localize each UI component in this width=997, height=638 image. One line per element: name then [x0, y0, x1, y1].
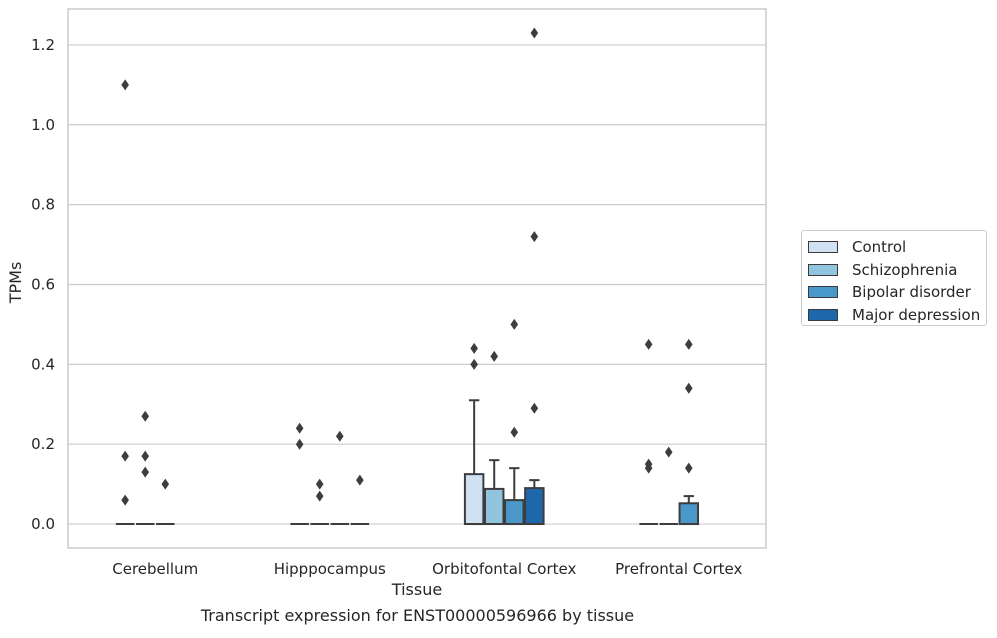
outlier-point	[490, 350, 499, 362]
y-tick-label: 1.0	[31, 116, 55, 134]
outlier-point	[644, 462, 653, 474]
legend-item: Schizophrenia	[808, 259, 986, 282]
box-layer	[115, 399, 700, 526]
y-tick-label: 1.2	[31, 36, 55, 54]
box-body	[678, 502, 700, 526]
outlier-point	[684, 462, 693, 474]
outlier-point	[335, 430, 344, 442]
outlier-point	[510, 426, 519, 438]
x-tick-label: Orbitofontal Cortex	[432, 560, 576, 578]
outlier-point	[530, 231, 539, 243]
legend-item: Major depression	[808, 304, 986, 327]
axis-layer: 0.0 0.2 0.4 0.6 0.8 1.0 1.2 Cerebellum Hipppocam…	[6, 8, 767, 599]
outlier-point	[470, 358, 478, 370]
outlier-point	[295, 438, 304, 450]
outlier-point	[530, 27, 539, 39]
box-body	[463, 473, 485, 526]
legend-item: Control	[808, 236, 986, 259]
outlier-point	[684, 338, 693, 350]
outlier-point	[644, 338, 653, 350]
legend-swatch	[808, 308, 838, 321]
plot-frame	[67, 8, 767, 549]
outlier-point	[121, 494, 129, 506]
box-body	[504, 499, 525, 526]
box-body	[524, 487, 545, 526]
legend-swatch	[808, 241, 838, 254]
box-body	[483, 487, 505, 526]
outlier-point	[315, 490, 324, 502]
y-tick-label: 0.8	[31, 196, 55, 214]
x-axis-title: Tissue	[391, 580, 442, 599]
y-tick-label: 0.0	[31, 515, 55, 533]
x-tick-label: Cerebellum	[112, 560, 198, 578]
outlier-point	[295, 422, 304, 434]
outlier-point	[315, 478, 324, 490]
legend-swatch	[808, 263, 838, 276]
outlier-point	[121, 79, 129, 91]
legend-item: Bipolar disorder	[808, 281, 986, 304]
legend-label: Bipolar disorder	[852, 283, 971, 302]
legend-swatch	[808, 286, 838, 299]
grid-layer	[68, 44, 766, 525]
outlier-point	[141, 410, 150, 422]
y-tick-label: 0.2	[31, 435, 55, 453]
outlier-point	[141, 450, 150, 462]
legend: Control Schizophrenia Bipolar disorder Majo…	[801, 230, 987, 326]
y-tick-label: 0.4	[31, 355, 55, 373]
legend-label: Major depression	[852, 305, 981, 324]
y-axis-title: TPMs	[6, 262, 25, 305]
outlier-layer	[121, 27, 693, 506]
y-tick-label: 0.6	[31, 275, 55, 293]
x-tick-label: Hipppocampus	[274, 560, 386, 578]
outlier-point	[141, 466, 150, 478]
outlier-point	[470, 342, 478, 354]
legend-label: Control	[852, 238, 907, 257]
chart-caption: Transcript expression for ENST0000059696…	[200, 606, 635, 625]
outlier-point	[664, 446, 673, 458]
x-tick-label: Prefrontal Cortex	[615, 560, 742, 578]
outlier-point	[530, 402, 539, 414]
outlier-point	[161, 478, 170, 490]
legend-label: Schizophrenia	[852, 260, 958, 279]
outlier-point	[356, 474, 364, 486]
outlier-point	[684, 382, 693, 394]
outlier-point	[121, 450, 129, 462]
outlier-point	[510, 318, 519, 330]
